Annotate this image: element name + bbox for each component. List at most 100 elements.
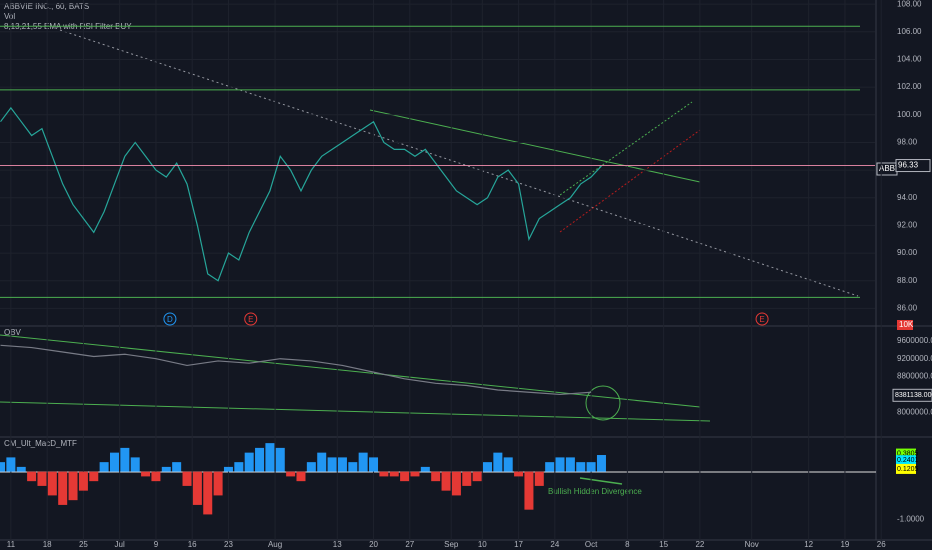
y-tick-label: 9600000.0000 xyxy=(897,336,932,345)
macd-last-label: 0.3805 xyxy=(897,450,919,457)
x-tick-label: Jul xyxy=(115,540,125,549)
x-tick-label: 27 xyxy=(405,540,414,549)
histogram-bar xyxy=(348,462,358,472)
histogram-bar xyxy=(503,457,513,472)
volume-title: Vol xyxy=(4,12,15,21)
macd-last-label: 0.1205 xyxy=(897,466,919,473)
histogram-bar xyxy=(441,471,451,491)
macd-title: CM_Ult_MacD_MTF xyxy=(4,439,77,448)
annotation: Bullish Hidden Divergence xyxy=(548,487,642,496)
x-tick-label: 11 xyxy=(7,540,16,549)
histogram-bar xyxy=(109,452,119,472)
histogram-bar xyxy=(203,471,213,515)
histogram-bar xyxy=(213,471,223,496)
obv-trendline xyxy=(0,401,711,422)
histogram-bar xyxy=(296,471,306,482)
histogram-bar xyxy=(369,457,379,472)
divergence-line xyxy=(579,477,623,485)
macd-tag xyxy=(896,455,916,466)
histogram-bar xyxy=(27,471,37,482)
last-price-label: 96.33 xyxy=(898,161,919,170)
x-tick-label: Aug xyxy=(268,540,282,549)
event-label: E xyxy=(248,315,253,324)
y-tick-label: 9200000.0000 xyxy=(897,354,932,363)
histogram-bar xyxy=(223,466,233,472)
y-tick-label: 94.00 xyxy=(897,193,918,202)
y-tick-label: 106.00 xyxy=(897,27,922,36)
histogram-bar xyxy=(545,462,555,472)
histogram-bar xyxy=(555,457,565,472)
histogram-bar xyxy=(493,452,503,472)
price-line xyxy=(0,106,602,282)
x-tick-label: 8 xyxy=(625,540,630,549)
histogram-bar xyxy=(0,462,6,472)
last-price-tag xyxy=(895,159,931,173)
trendline xyxy=(59,29,859,297)
histogram-bar xyxy=(389,471,399,477)
y-tick-label: 8000000.0000 xyxy=(897,407,932,416)
histogram-bar xyxy=(286,471,296,477)
price-line xyxy=(0,344,592,396)
histogram-bar xyxy=(78,471,88,491)
x-tick-label: 23 xyxy=(224,540,233,549)
histogram-bar xyxy=(68,471,78,501)
macd-tag xyxy=(896,463,916,474)
x-tick-label: Nov xyxy=(745,540,759,549)
x-tick-label: Sep xyxy=(444,540,459,549)
histogram-bar xyxy=(141,471,151,477)
x-tick-label: 15 xyxy=(659,540,668,549)
histogram-bar xyxy=(275,447,285,472)
x-tick-label: 17 xyxy=(514,540,523,549)
histogram-bar xyxy=(400,471,410,482)
histogram-bar xyxy=(586,462,596,472)
x-tick-label: 20 xyxy=(369,540,378,549)
histogram-bar xyxy=(596,455,606,472)
y-tick-label: 100.00 xyxy=(897,110,922,119)
histogram-bar xyxy=(47,471,57,496)
x-tick-label: 26 xyxy=(877,540,886,549)
chart-title: ABBVIE INC., 60, BATS xyxy=(4,2,89,11)
obv-tag xyxy=(892,388,932,402)
volume-tag xyxy=(897,320,913,330)
macd-last-label: 0.2401 xyxy=(897,457,919,464)
x-tick-label: 9 xyxy=(154,540,159,549)
histogram-bar xyxy=(192,471,202,505)
x-tick-label: 25 xyxy=(79,540,88,549)
volume-label: 10K xyxy=(899,320,914,329)
histogram-bar xyxy=(462,471,472,486)
histogram-bar xyxy=(99,462,109,472)
histogram-bar xyxy=(58,471,68,505)
x-tick-label: 18 xyxy=(43,540,52,549)
x-tick-label: 13 xyxy=(333,540,342,549)
highlight-circle xyxy=(585,385,621,421)
y-tick-label: 88.00 xyxy=(897,276,918,285)
histogram-bar xyxy=(514,471,524,477)
x-tick-label: 24 xyxy=(550,540,559,549)
obv-title: OBV xyxy=(4,328,22,337)
histogram-bar xyxy=(244,452,254,472)
histogram-bar xyxy=(576,462,586,472)
histogram-bar xyxy=(151,471,161,482)
histogram-bar xyxy=(431,471,441,482)
trendline xyxy=(559,129,701,233)
histogram-bar xyxy=(420,466,430,472)
obv-last-label: 8381138.0000 xyxy=(895,392,932,399)
y-tick-label: 8800000.0000 xyxy=(897,372,932,381)
histogram-bar xyxy=(534,471,544,486)
histogram-bar xyxy=(255,447,265,472)
event-marker xyxy=(163,312,177,326)
histogram-bar xyxy=(16,466,26,472)
histogram-bar xyxy=(6,457,16,472)
y-tick-label: 102.00 xyxy=(897,82,922,91)
histogram-bar xyxy=(120,447,130,472)
y-tick-label: 104.00 xyxy=(897,55,922,64)
trendline xyxy=(559,101,693,196)
histogram-bar xyxy=(161,466,171,472)
y-tick-label: 86.00 xyxy=(897,304,918,313)
event-marker xyxy=(244,312,258,326)
histogram-bar xyxy=(182,471,192,486)
symbol-label: ABBV xyxy=(879,164,901,173)
x-tick-label: 12 xyxy=(804,540,813,549)
